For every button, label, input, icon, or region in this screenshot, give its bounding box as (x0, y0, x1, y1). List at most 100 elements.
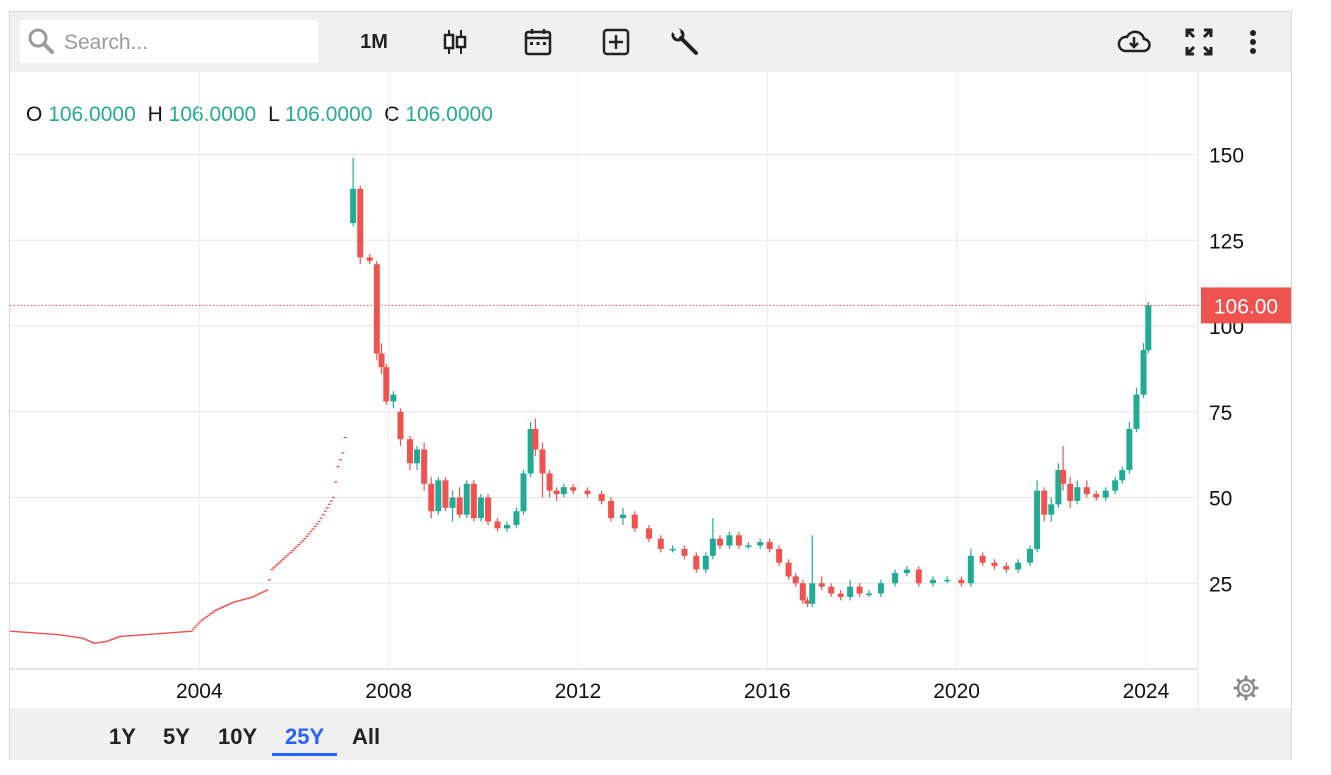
x-tick-label: 2024 (1123, 680, 1170, 703)
candle-body (539, 449, 546, 474)
candle-body (442, 480, 449, 508)
date-range-button[interactable] (520, 22, 556, 62)
candle-body (866, 593, 873, 596)
candle-body (1034, 490, 1041, 549)
candle-body (1119, 470, 1126, 481)
candle-body (1015, 562, 1022, 570)
candle-body (503, 524, 510, 529)
candle-body (837, 593, 844, 597)
x-tick-label: 2008 (365, 680, 412, 703)
last-price-badge (1201, 287, 1291, 324)
candle-body (1145, 305, 1152, 351)
candle-body (745, 545, 752, 548)
low-value: 106.0000 (284, 103, 373, 126)
candle-body (1003, 566, 1010, 570)
search-icon (28, 28, 54, 54)
candle-body (726, 535, 733, 546)
candle-body (619, 514, 626, 519)
y-tick-label: 150 (1209, 145, 1244, 168)
search-input[interactable] (62, 28, 306, 58)
high-value: 106.0000 (168, 103, 257, 126)
candle-body (570, 487, 577, 491)
chart-type-button[interactable] (438, 22, 472, 62)
interval-label: 1M (360, 30, 388, 53)
y-tick-label: 75 (1209, 402, 1232, 425)
candle-body (631, 514, 638, 529)
candle-body (390, 394, 397, 402)
range-25y-button[interactable]: 25Y (272, 718, 338, 756)
range-10y-button[interactable]: 10Y (218, 724, 258, 749)
candle-body (716, 538, 723, 546)
candle-body (877, 583, 884, 594)
candle-body (1083, 487, 1090, 495)
candle-body (1140, 350, 1147, 395)
candle-body (494, 521, 501, 529)
candle-body (513, 511, 520, 525)
y-tick-label: 50 (1209, 488, 1232, 511)
candle-body (598, 494, 605, 501)
more-options-button[interactable] (1240, 22, 1266, 62)
chart-settings-gear-icon[interactable] (1233, 675, 1259, 701)
open-label: O (26, 103, 43, 126)
candle-body (776, 548, 783, 563)
candle-body (818, 583, 825, 587)
candle-body (681, 548, 688, 556)
candle-body (428, 483, 435, 512)
x-tick-label: 2004 (176, 680, 223, 703)
interval-button[interactable]: 1M (352, 22, 396, 62)
candle-body (1026, 548, 1033, 563)
range-all-button[interactable]: All (352, 724, 381, 749)
candle-body (584, 490, 591, 495)
candle-body (799, 583, 806, 601)
calendar-icon (524, 29, 552, 56)
candle-body (532, 428, 539, 450)
ohlc-legend: O 106.0000 H 106.0000 L 106.0000 C 106.0… (26, 103, 499, 127)
candle-body (456, 497, 463, 515)
candle-body (485, 497, 492, 522)
more-vert-icon (1250, 30, 1256, 54)
add-indicator-button[interactable] (598, 22, 634, 62)
y-tick-label: 125 (1209, 230, 1244, 253)
search-box[interactable] (20, 20, 318, 63)
range-1y-button[interactable]: 1Y (109, 724, 136, 749)
candle-body (944, 579, 951, 582)
close-value: 106.0000 (405, 103, 493, 126)
candle-body (1074, 487, 1081, 501)
candle-body (1093, 494, 1100, 498)
candle-body (546, 473, 553, 491)
chart-widget (9, 11, 1292, 760)
y-tick-label: 25 (1209, 573, 1232, 596)
candle-body (553, 490, 560, 495)
candle-body (766, 542, 773, 549)
candle-body (1067, 483, 1074, 501)
range-5y-button[interactable]: 5Y (163, 724, 190, 749)
candle-body (792, 576, 799, 584)
candle-body (958, 579, 965, 584)
fullscreen-icon (1185, 28, 1213, 56)
candle-body (1041, 490, 1048, 515)
download-button[interactable] (1114, 22, 1154, 62)
settings-tools-button[interactable] (668, 22, 702, 62)
candle-body (1126, 428, 1133, 471)
candle-body (991, 562, 998, 567)
candle-body (1060, 470, 1067, 484)
candle-body (979, 555, 986, 563)
candle-body (414, 449, 421, 464)
candle-body (903, 569, 910, 573)
candle-body (435, 480, 442, 512)
candle-body (915, 569, 922, 584)
candle-body (366, 257, 373, 261)
candle-body (1102, 490, 1109, 498)
wrench-icon (671, 27, 698, 55)
add-indicator-icon (602, 28, 630, 56)
candle-body (669, 548, 676, 551)
candle-body (809, 583, 816, 604)
candle-body (804, 600, 811, 604)
candle-body (470, 483, 477, 519)
open-value: 106.0000 (48, 103, 136, 126)
candle-body (967, 555, 974, 584)
candle-body (785, 562, 792, 577)
candle-body (449, 497, 456, 508)
fullscreen-button[interactable] (1182, 22, 1216, 62)
